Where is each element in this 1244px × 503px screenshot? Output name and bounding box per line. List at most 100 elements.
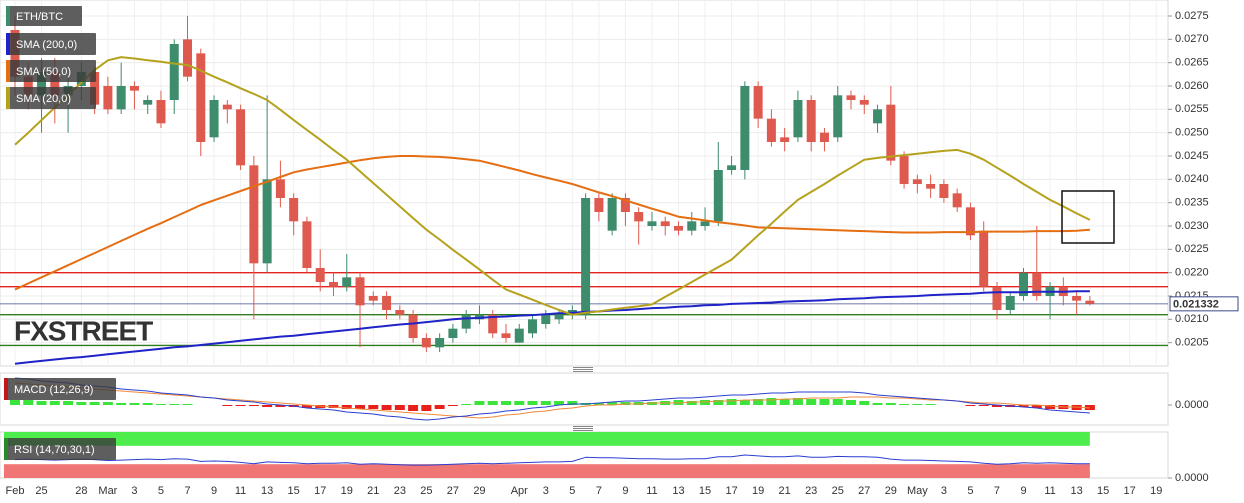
y-tick-label: 0.0270 [1175,33,1209,45]
macd-histogram-bar [155,404,166,405]
macd-histogram-bar [142,403,153,405]
candle-body [23,76,33,96]
annotation-box [1061,190,1115,244]
macd-histogram-bar [885,403,896,405]
x-tick-label: 13 [672,485,684,497]
macd-histogram-bar [925,404,936,405]
candle-body [859,100,869,105]
y-tick-label: 0.0240 [1175,173,1209,185]
macd-histogram-bar [248,405,259,406]
x-tick-label: 9 [1020,485,1026,497]
macd-histogram-bar [1045,405,1056,409]
candle-body [541,314,551,324]
y-tick-label: 0.0220 [1175,267,1209,279]
x-tick-label: 15 [288,485,300,497]
candle-body [581,198,591,315]
candle-body [355,277,365,306]
x-tick-label: 21 [779,485,791,497]
macd-histogram-bar [116,403,127,405]
macd-histogram-bar [408,405,419,411]
x-tick-label: 15 [699,485,711,497]
indicator-legend-box [4,438,116,460]
candle-body [103,86,113,110]
candle-body [992,286,1002,310]
candle-body [196,53,206,143]
y-tick-label: 0.0260 [1175,80,1209,92]
macd-histogram-bar [872,403,883,405]
x-tick-label: 29 [885,485,897,497]
candle-body [129,86,139,91]
y-tick-label: 0.0000 [1175,399,1209,411]
macd-histogram-bar [700,400,711,405]
x-tick-label: 3 [543,485,549,497]
candle-body [886,104,896,161]
macd-histogram-bar [447,405,458,406]
x-tick-label: 3 [941,485,947,497]
candle-body [435,338,445,348]
x-tick-label: 27 [447,485,459,497]
candle-body [873,109,883,124]
macd-histogram-bar [779,399,790,405]
legend-swatch [6,87,10,109]
candle-body [37,72,47,96]
y-tick-label: 0.0000 [1175,472,1209,484]
candle-body [660,221,670,226]
x-tick-label: 21 [367,485,379,497]
y-tick-label: 0.0235 [1175,197,1209,209]
macd-histogram-bar [554,401,565,405]
macd-histogram-bar [381,405,392,410]
macd-histogram-bar [355,405,366,409]
macd-histogram-bar [593,403,604,405]
indicator-legend-label: MACD (12,26,9) [14,384,93,396]
macd-histogram-bar [859,401,870,405]
macd-histogram-bar [1031,405,1042,408]
x-tick-label: 11 [646,485,657,497]
x-tick-label: 25 [35,485,47,497]
candle-body [222,104,232,110]
x-tick-label: 13 [261,485,273,497]
y-tick-label: 0.0210 [1175,313,1209,325]
candle-body [514,328,524,343]
price-tag-box [1169,296,1239,312]
candle-body [912,179,922,184]
candle-body [819,132,829,142]
indicator-legend-label: RSI (14,70,30,1) [14,444,95,456]
x-tick-label: 17 [1124,485,1136,497]
legend-swatch [6,33,10,55]
macd-histogram-bar [76,402,87,405]
candle-body [806,100,816,142]
legend-label: SMA (200,0) [16,39,77,51]
candle-body [939,184,949,198]
macd-histogram-bar [23,400,34,405]
candle-body [183,39,193,77]
x-tick-label: 11 [1044,485,1055,497]
candle-body [249,165,259,264]
y-tick-label: 0.0275 [1175,10,1209,22]
panel-grip[interactable] [573,426,593,431]
candle-body [674,226,683,231]
rsi-band [4,464,1090,478]
x-tick-label: 19 [752,485,764,497]
candle-body [408,314,418,338]
candle-body [289,198,299,222]
x-tick-label: 11 [235,485,246,497]
legend-swatch [6,6,10,26]
candle-body [846,95,856,100]
candle-body [209,100,219,138]
x-tick-label: 23 [394,485,406,497]
macd-histogram-bar [912,404,923,405]
x-tick-label: 9 [622,485,628,497]
panel-grip[interactable] [573,367,593,372]
candle-body [713,170,723,222]
legend-label: ETH/BTC [16,11,63,23]
legend-box [6,60,96,82]
candle-body [926,184,936,189]
x-tick-label: 13 [1070,485,1082,497]
candle-body [620,198,630,212]
macd-histogram-bar [899,404,910,405]
x-tick-label: 29 [473,485,485,497]
x-tick-label: 7 [184,485,190,497]
macd-histogram-bar [726,399,737,405]
macd-histogram-bar [766,398,777,405]
